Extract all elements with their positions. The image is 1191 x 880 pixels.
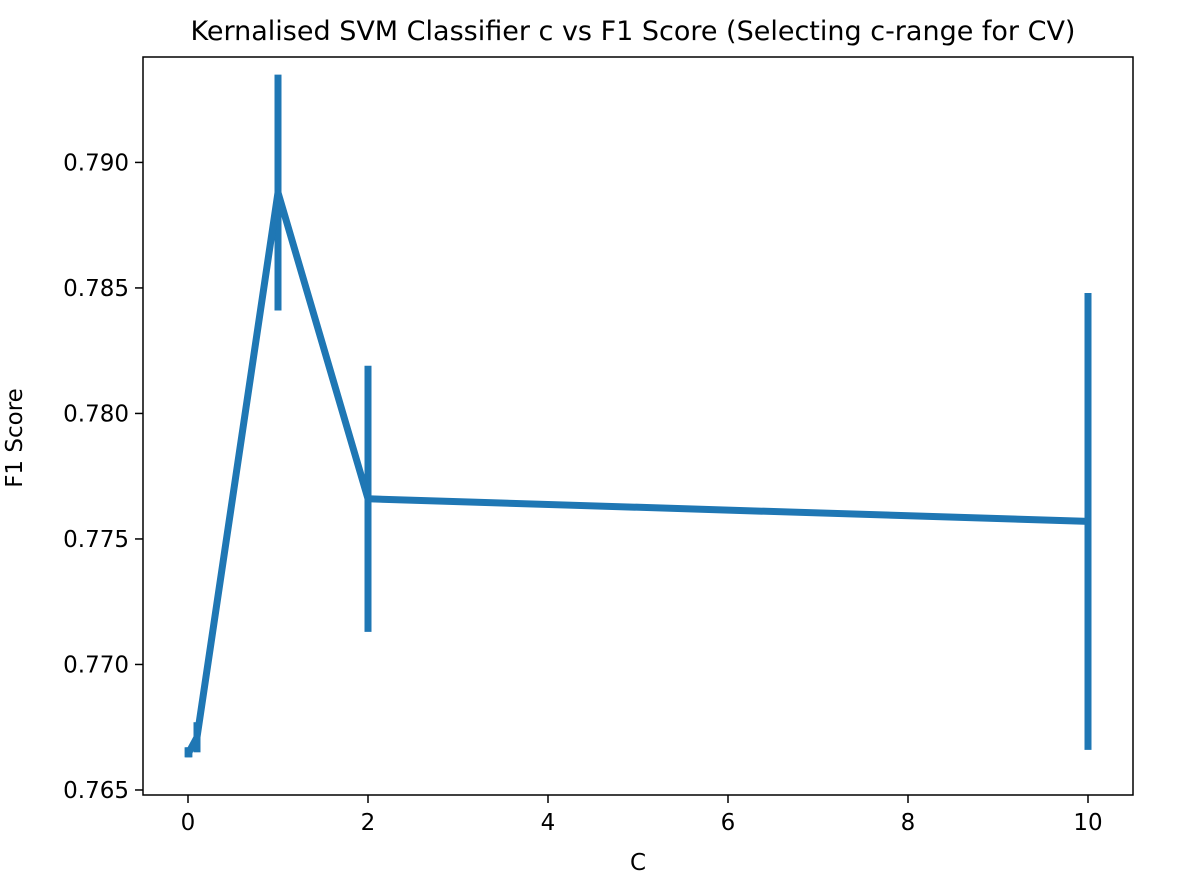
y-tick-label: 0.775 (63, 527, 129, 553)
y-tick-label: 0.765 (63, 778, 129, 804)
chart-title: Kernalised SVM Classifier c vs F1 Score … (191, 16, 1076, 47)
x-tick-label: 4 (541, 810, 556, 836)
plot-background (143, 57, 1133, 795)
x-tick-label: 8 (901, 810, 916, 836)
y-tick-label: 0.780 (63, 401, 129, 427)
axes-frame (142, 56, 1134, 796)
plot-area (143, 57, 1133, 795)
y-tick-label: 0.770 (63, 652, 129, 678)
y-axis-label: F1 Score (2, 388, 28, 488)
x-tick-label: 6 (721, 810, 736, 836)
x-tick-label: 10 (1073, 810, 1102, 836)
series-line (185, 189, 1089, 756)
y-tick-label: 0.785 (63, 276, 129, 302)
series-line-group (185, 189, 1089, 756)
y-tick-label: 0.790 (63, 150, 129, 176)
x-tick-label: 2 (361, 810, 376, 836)
axes: 0 2 4 6 8 10 0.765 0.770 0.775 0.780 0.785 0.790 (63, 56, 1134, 836)
x-tick-label: 0 (181, 810, 196, 836)
x-axis-label: C (630, 850, 646, 876)
